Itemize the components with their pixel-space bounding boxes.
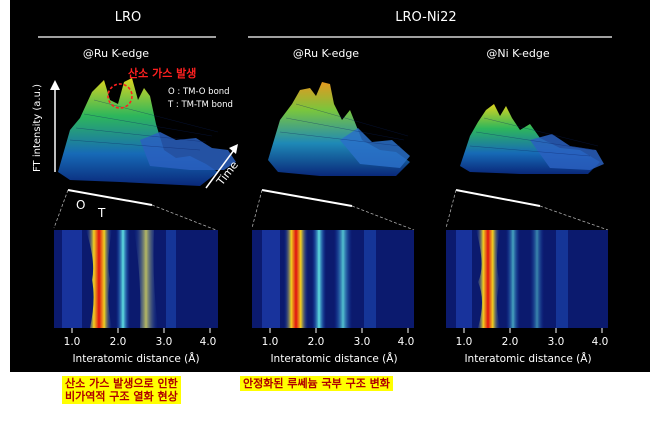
zoom-guide-right-panel-2 — [351, 205, 415, 231]
group-label-lro: LRO — [115, 10, 142, 25]
gas-release-label: 산소 가스 발생 — [128, 66, 196, 80]
y-axis-label: FT intensity (a.u.) — [32, 84, 43, 172]
zoom-guide-right-panel-3 — [539, 205, 609, 231]
edge-label-panel-2: @Ru K-edge — [293, 47, 359, 60]
caption-line: 비가역적 구조 열화 현상 — [65, 390, 178, 403]
y-axis-arrowhead — [50, 80, 60, 90]
x-tick-label: 2.0 — [110, 336, 127, 348]
peak-t-label: T — [97, 206, 106, 220]
heatmap-panel-2 — [252, 230, 414, 328]
x-axis-label-panel-3: Interatomic distance (Å) — [464, 352, 591, 365]
x-tick-label: 1.0 — [456, 336, 473, 348]
zoom-guide-right-panel-1 — [151, 204, 217, 231]
zoom-guide-left-panel-3 — [445, 189, 457, 229]
legend-tm-o-bond: O : TM-O bond — [168, 87, 230, 97]
time-axis-arrow — [205, 149, 235, 189]
zoom-guide-left-panel-2 — [251, 189, 263, 229]
x-tick-label: 2.0 — [308, 336, 325, 348]
x-tick-label: 4.0 — [200, 336, 217, 348]
x-tick-label: 1.0 — [262, 336, 279, 348]
x-tick-label: 4.0 — [398, 336, 415, 348]
edge-label-panel-1: @Ru K-edge — [83, 47, 149, 60]
surface-plot-panel-2 — [268, 82, 410, 176]
caption-irreversible-degradation: 산소 가스 발생으로 인한 비가역적 구조 열화 현상 — [62, 376, 181, 404]
x-tick-label: 3.0 — [354, 336, 371, 348]
peak-o-label: O — [76, 198, 85, 212]
heatmap-panel-1 — [54, 230, 218, 328]
base-line-panel-1 — [67, 189, 153, 206]
caption-line: 산소 가스 발생으로 인한 — [65, 377, 178, 390]
group-label-lro-ni22: LRO-Ni22 — [395, 10, 456, 25]
time-axis-arrowhead — [229, 144, 238, 154]
base-line-panel-2 — [261, 189, 353, 207]
x-tick-label: 2.0 — [502, 336, 519, 348]
surface-plot-panel-1 — [58, 78, 236, 186]
caption-stabilized-structure: 안정화된 루쎄늄 국부 구조 변화 — [240, 376, 393, 391]
x-tick-label: 3.0 — [156, 336, 173, 348]
surface-plot-panel-3 — [460, 104, 604, 174]
x-tick-label: 1.0 — [64, 336, 81, 348]
x-tick-label: 4.0 — [592, 336, 609, 348]
x-axis-label-panel-2: Interatomic distance (Å) — [270, 352, 397, 365]
zoom-guide-left-panel-1 — [53, 189, 69, 229]
heatmap-panel-3 — [446, 230, 608, 328]
edge-label-panel-3: @Ni K-edge — [486, 47, 550, 60]
x-tick-label: 3.0 — [548, 336, 565, 348]
legend-tm-tm-bond: T : TM-TM bond — [167, 100, 233, 110]
gas-release-highlight — [107, 83, 133, 109]
x-tick-marks — [71, 328, 603, 333]
x-axis-label-panel-1: Interatomic distance (Å) — [72, 352, 199, 365]
base-line-panel-3 — [455, 189, 541, 207]
